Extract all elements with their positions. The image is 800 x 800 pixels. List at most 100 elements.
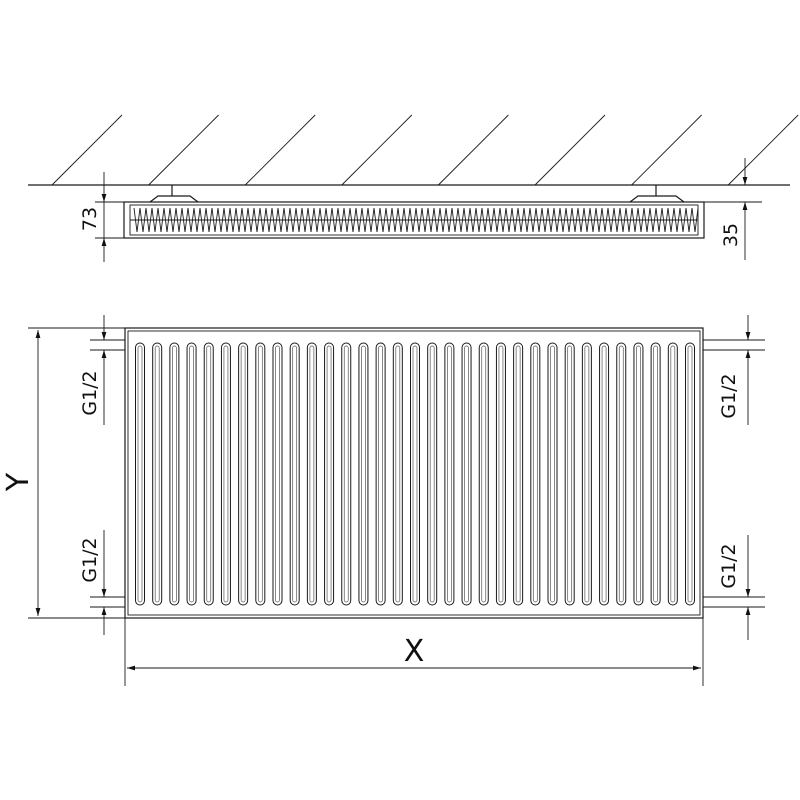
fin xyxy=(375,342,386,606)
fin-inner xyxy=(653,345,658,603)
fin-inner xyxy=(395,345,401,603)
side-convector-fins xyxy=(130,207,699,233)
fin xyxy=(616,342,627,606)
fin-inner xyxy=(206,345,212,603)
hatch-line xyxy=(341,114,413,186)
fin xyxy=(358,342,369,606)
dim-g-right-bottom-label: G1/2 xyxy=(718,543,740,588)
dim-35-label: 35 xyxy=(720,223,742,247)
fin xyxy=(152,342,163,606)
fin-inner xyxy=(189,345,194,603)
dim-g-right-top-label: G1/2 xyxy=(718,373,740,418)
side-view: 73 35 xyxy=(79,158,762,262)
fin-inner xyxy=(137,345,143,603)
front-radiator-inner xyxy=(127,330,701,616)
fin-inner xyxy=(240,345,246,603)
dim-73-label: 73 xyxy=(79,207,101,231)
fin xyxy=(685,342,695,606)
fin xyxy=(667,342,678,606)
fin xyxy=(255,342,266,606)
fin-inner xyxy=(326,345,332,603)
fin xyxy=(564,342,575,606)
fin-inner xyxy=(412,345,418,603)
dim-x-label: X xyxy=(404,634,425,669)
right-bracket xyxy=(629,185,685,203)
fin xyxy=(341,342,352,606)
front-fins xyxy=(135,342,695,606)
fin xyxy=(410,342,420,606)
fin-inner xyxy=(515,345,521,603)
side-radiator-body xyxy=(123,201,705,239)
fin-inner xyxy=(670,345,676,603)
fin-inner xyxy=(687,345,693,603)
hatch-line xyxy=(244,114,316,186)
hatch-line xyxy=(534,114,606,186)
fin xyxy=(530,342,541,606)
wall xyxy=(28,114,799,186)
fin xyxy=(581,342,592,606)
fin xyxy=(513,342,524,606)
fin-inner xyxy=(498,345,504,603)
fin xyxy=(272,342,283,606)
fin-inner xyxy=(601,345,607,603)
dim-g-left-bottom-label: G1/2 xyxy=(79,537,101,582)
fin-inner xyxy=(309,345,315,603)
fin xyxy=(392,342,403,606)
fin xyxy=(324,342,335,606)
fin-inner xyxy=(636,345,641,603)
fin xyxy=(461,342,472,606)
fin xyxy=(633,342,644,606)
fin xyxy=(238,342,249,606)
fin-inner xyxy=(567,345,573,603)
fin xyxy=(306,342,317,606)
fin-inner xyxy=(172,345,177,603)
fin xyxy=(444,342,455,606)
pipe-right-bottom xyxy=(703,596,765,608)
fin-inner xyxy=(257,345,263,603)
fin xyxy=(186,342,197,606)
dim-g-left-top-label: G1/2 xyxy=(79,370,101,415)
fin-inner xyxy=(429,345,435,603)
fin xyxy=(650,342,661,606)
hatch-line xyxy=(438,114,509,186)
fin-inner xyxy=(532,345,538,603)
fin xyxy=(478,342,489,606)
fin xyxy=(135,342,145,606)
fin-inner xyxy=(223,345,229,603)
dim-y-label: Y xyxy=(1,472,36,492)
hatch-line xyxy=(51,114,123,186)
front-view: Y X G1/2 G1/2 G1/2 G1/2 xyxy=(1,315,765,686)
fin-inner xyxy=(584,345,590,603)
hatch-line xyxy=(727,114,799,186)
fin-inner xyxy=(361,345,366,603)
pipe-left-bottom xyxy=(90,596,125,608)
fin-inner xyxy=(154,345,160,603)
front-radiator-body xyxy=(124,327,704,619)
fin-inner xyxy=(447,345,452,603)
fin xyxy=(203,342,214,606)
fin xyxy=(427,342,438,606)
fin-inner xyxy=(481,345,487,603)
pipe-left-top xyxy=(90,339,125,351)
hatch-line xyxy=(631,114,702,186)
fin xyxy=(547,342,558,606)
hatch-line xyxy=(148,114,219,186)
fin xyxy=(495,342,506,606)
left-bracket xyxy=(149,185,199,203)
fin xyxy=(289,342,300,606)
convector-zigzag xyxy=(133,207,699,233)
wall-hatching xyxy=(51,114,799,186)
fin-inner xyxy=(378,345,383,603)
fin-inner xyxy=(464,345,469,603)
fin-inner xyxy=(343,345,349,603)
fin-inner xyxy=(292,345,298,603)
fin xyxy=(169,342,180,606)
fin-inner xyxy=(550,345,555,603)
fin-inner xyxy=(275,345,280,603)
fin xyxy=(599,342,610,606)
fin-inner xyxy=(618,345,624,603)
fin xyxy=(220,342,231,606)
pipe-right-top xyxy=(703,339,765,351)
